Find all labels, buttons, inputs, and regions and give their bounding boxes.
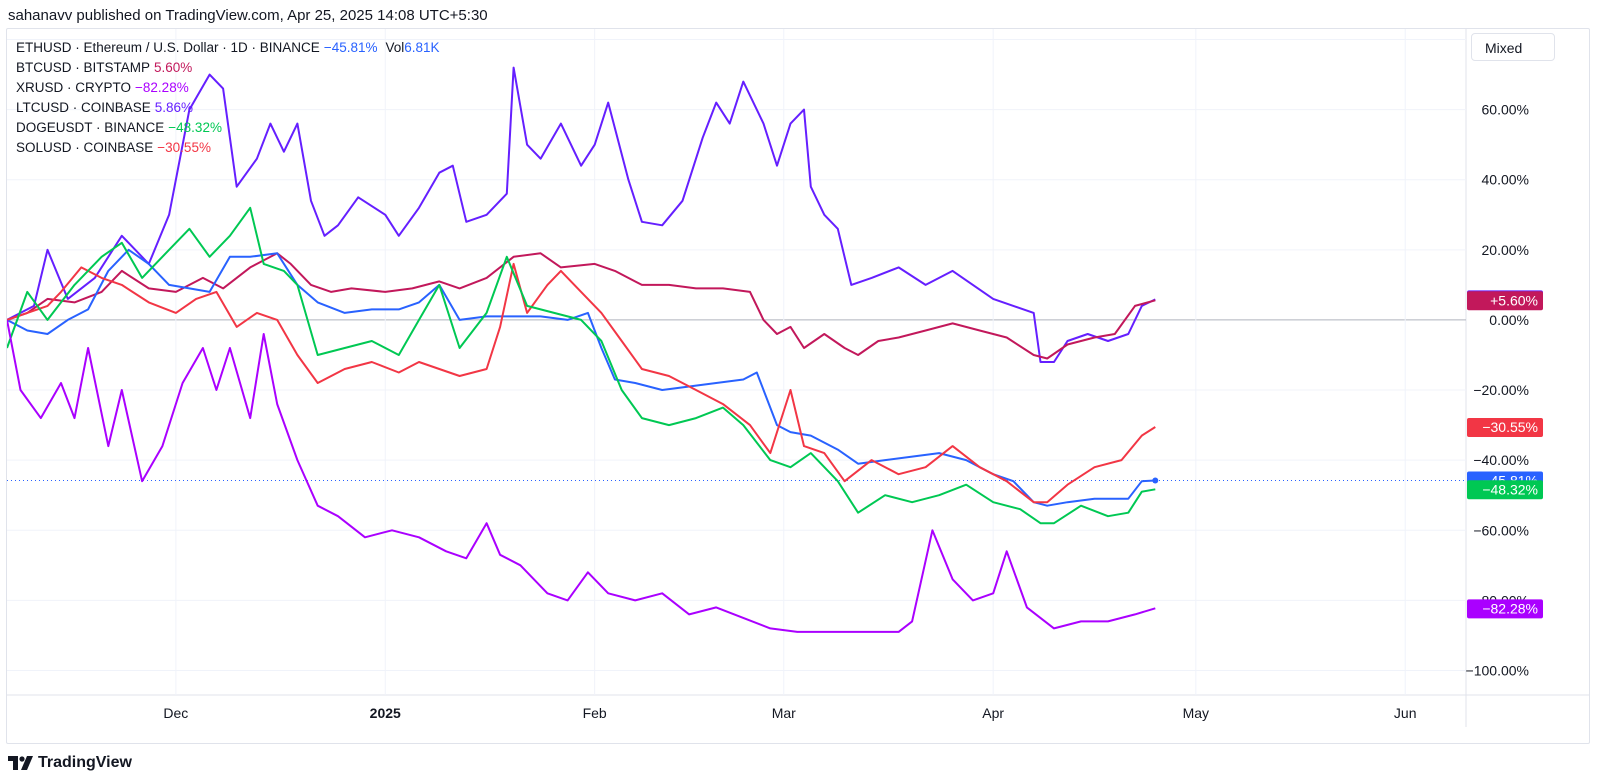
series-lines <box>7 66 1159 633</box>
legend: ETHUSD · Ethereum / U.S. Dollar · 1D · B… <box>16 38 440 158</box>
series-line-ltcusd[interactable] <box>7 66 1156 363</box>
legend-change: −48.32% <box>168 120 222 135</box>
tradingview-logo[interactable]: TradingView <box>8 754 132 772</box>
legend-symbol: LTCUSD · COINBASE <box>16 100 151 115</box>
last-value-badge: −30.55% <box>1467 418 1543 438</box>
legend-symbol: SOLUSD · COINBASE <box>16 140 154 155</box>
x-tick-label: Mar <box>772 705 796 721</box>
series-line-xrusd[interactable] <box>7 319 1156 633</box>
y-axis: 80.00%60.00%40.00%20.00%0.00%−20.00%−40.… <box>1466 32 1529 679</box>
legend-row[interactable]: ETHUSD · Ethereum / U.S. Dollar · 1D · B… <box>16 38 440 58</box>
legend-row[interactable]: XRUSD · CRYPTO −82.28% <box>16 78 440 98</box>
y-tick-label: −20.00% <box>1473 382 1529 398</box>
last-value-badge: +5.60% <box>1467 291 1543 311</box>
tradingview-logo-text: TradingView <box>38 754 132 771</box>
legend-symbol: BTCUSD · BITSTAMP <box>16 60 151 75</box>
y-tick-label: 60.00% <box>1482 102 1529 118</box>
legend-change: −45.81% <box>323 40 378 55</box>
chart-frame <box>6 28 1590 744</box>
legend-row[interactable]: DOGEUSDT · BINANCE −48.32% <box>16 118 440 138</box>
legend-symbol: DOGEUSDT · BINANCE <box>16 120 165 135</box>
y-tick-label: 40.00% <box>1482 172 1529 188</box>
series-line-btcusd[interactable] <box>7 252 1156 360</box>
x-tick-label: Jun <box>1394 705 1417 721</box>
footer: TradingView <box>0 745 1600 779</box>
y-tick-label: 20.00% <box>1482 242 1529 258</box>
x-tick-label: 2025 <box>370 705 401 721</box>
badge-label: −48.32% <box>1482 481 1538 497</box>
legend-change: 5.60% <box>154 60 193 75</box>
last-value-badge: −82.28% <box>1467 599 1543 619</box>
badge-label: −82.28% <box>1482 600 1538 616</box>
series-line-solusd[interactable] <box>7 262 1156 504</box>
scale-mode-button[interactable]: Mixed <box>1471 33 1555 61</box>
badge-label: −30.55% <box>1482 419 1538 435</box>
legend-volume-value: 6.81K <box>404 40 440 55</box>
legend-change: −82.28% <box>135 80 189 95</box>
last-point-marker <box>1152 477 1159 484</box>
legend-row[interactable]: BTCUSD · BITSTAMP 5.60% <box>16 58 440 78</box>
legend-volume-label: Vol <box>385 40 405 55</box>
last-value-badges: +5.86%+5.60%−30.55%−45.81%−48.32%−82.28% <box>1467 290 1543 619</box>
y-tick-label: −100.00% <box>1466 662 1529 678</box>
legend-symbol: XRUSD · CRYPTO <box>16 80 132 95</box>
x-tick-label: Feb <box>583 705 607 721</box>
x-tick-label: May <box>1183 705 1209 721</box>
legend-change: 5.86% <box>154 100 194 115</box>
x-tick-label: Dec <box>163 705 188 721</box>
grid-lines <box>7 29 1589 727</box>
legend-symbol: ETHUSD · Ethereum / U.S. Dollar · 1D · B… <box>16 40 320 55</box>
x-axis: Dec 2025 Feb Mar Apr May Jun <box>163 705 1416 721</box>
published-caption: sahanavv published on TradingView.com, A… <box>8 7 488 24</box>
y-tick-label: −40.00% <box>1473 452 1529 468</box>
tradingview-logo-icon <box>8 756 33 770</box>
legend-change: −30.55% <box>157 140 211 155</box>
y-tick-label: 0.00% <box>1489 312 1529 328</box>
badge-label: +5.60% <box>1490 292 1538 308</box>
y-tick-label: −60.00% <box>1473 522 1529 538</box>
series-line-ethusd[interactable] <box>7 248 1156 507</box>
series-line-dogeusdt[interactable] <box>7 206 1156 525</box>
legend-row[interactable]: LTCUSD · COINBASE 5.86% <box>16 98 440 118</box>
x-tick-label: Apr <box>982 705 1004 721</box>
last-value-badge: −48.32% <box>1467 480 1543 500</box>
legend-row[interactable]: SOLUSD · COINBASE −30.55% <box>16 138 440 158</box>
